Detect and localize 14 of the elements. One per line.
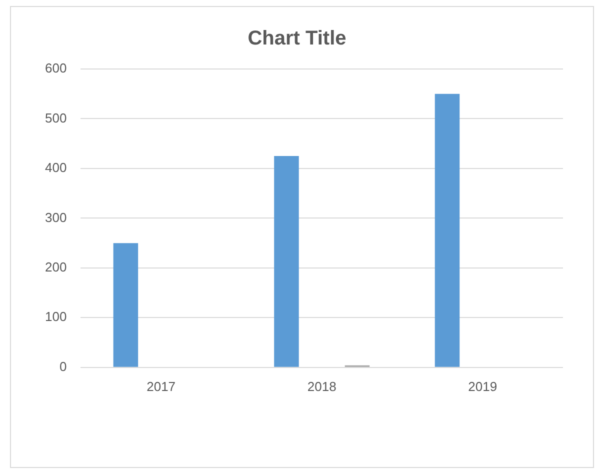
y-tick-label: 300: [44, 210, 67, 225]
y-tick-label: 500: [44, 110, 67, 126]
bar: [113, 243, 138, 367]
chart-title: Chart Title: [248, 28, 346, 50]
x-tick-label: 2019: [468, 378, 498, 394]
y-tick-label: 600: [44, 60, 67, 76]
bar: [274, 156, 299, 367]
y-tick-label: 400: [44, 160, 67, 176]
y-tick-label: 100: [44, 309, 67, 324]
x-tick-label: 2017: [146, 378, 176, 394]
y-tick-label: 0: [59, 358, 67, 374]
y-tick-label: 200: [44, 260, 67, 275]
x-tick-label: 2018: [307, 378, 336, 394]
bar: [434, 94, 460, 367]
